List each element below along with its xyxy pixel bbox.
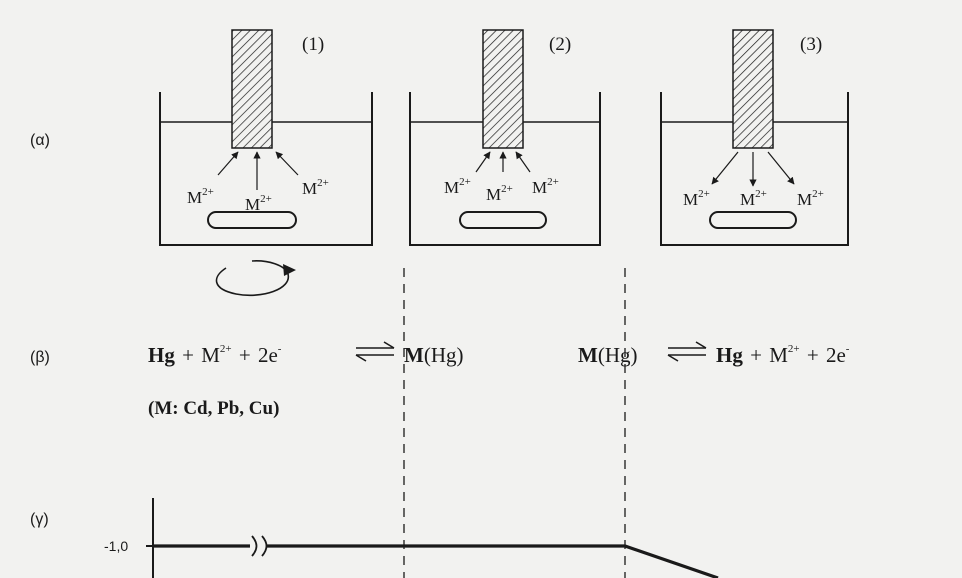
equilibrium-arrow-1 <box>355 341 395 362</box>
plot-y-tick-label: -1,0 <box>104 538 128 554</box>
stir-bar-1 <box>207 211 297 229</box>
ion-label-1c: M2+ <box>302 177 329 198</box>
ion-label-3a: M2+ <box>683 188 710 209</box>
beaker-2 <box>409 92 601 246</box>
equilibrium-arrow-2 <box>667 341 707 362</box>
axis-break-icon <box>251 535 268 557</box>
cell-number-1: (1) <box>302 34 324 55</box>
cell-3: M2+ M2+ M2+ (3) <box>660 29 849 246</box>
ion-label-2a: M2+ <box>444 176 471 197</box>
cell-1: M2+ M2+ M2+ (1) <box>159 29 373 246</box>
stirring-rotation-icon <box>215 260 296 297</box>
mercury-electrode-2 <box>482 29 524 149</box>
row-label-beta: (β) <box>30 349 50 366</box>
arrow-in-2a <box>475 151 491 173</box>
arrow-in-2c <box>515 151 531 173</box>
cell-2: M2+ M2+ M2+ (2) <box>409 29 601 246</box>
equation-deposition: Hg + M2+ + 2e- <box>148 333 282 367</box>
row-label-gamma: (γ) <box>30 511 49 528</box>
ion-label-1b: M2+ <box>245 193 272 214</box>
arrow-in-1a <box>217 151 239 176</box>
cell-number-2: (2) <box>549 34 571 55</box>
beaker-3 <box>660 92 849 246</box>
beaker-1 <box>159 92 373 246</box>
potential-time-plot: -1,0 <box>104 498 719 578</box>
ion-label-1a: M2+ <box>187 186 214 207</box>
arrow-in-1c <box>275 151 299 176</box>
potential-curve <box>266 544 719 578</box>
equation-deposition-product: M(Hg) <box>404 343 463 367</box>
arrow-out-3c <box>767 151 795 185</box>
ion-label-3c: M2+ <box>797 188 824 209</box>
row-label-alpha: (α) <box>30 132 50 149</box>
cell-number-3: (3) <box>800 34 822 55</box>
equation-stripping-reactant: M(Hg) <box>578 343 637 367</box>
ion-label-2b: M2+ <box>486 183 513 204</box>
arrow-out-3a <box>711 151 739 185</box>
mercury-electrode-1 <box>231 29 273 149</box>
metals-note: (M: Cd, Pb, Cu) <box>148 398 279 419</box>
ion-label-3b: M2+ <box>740 188 767 209</box>
stir-bar-3 <box>709 211 797 229</box>
equation-stripping-products: Hg + M2+ + 2e- <box>716 333 850 367</box>
mercury-electrode-3 <box>732 29 774 149</box>
stir-bar-2 <box>459 211 547 229</box>
ion-label-2c: M2+ <box>532 176 559 197</box>
